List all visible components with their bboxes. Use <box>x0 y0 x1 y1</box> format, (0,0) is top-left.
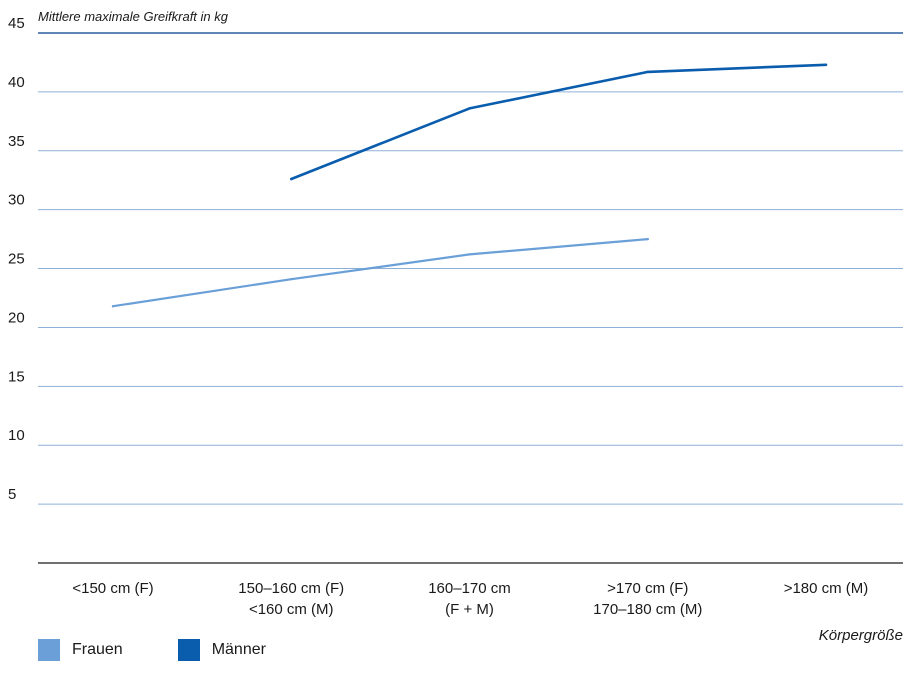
x-axis-title: Körpergröße <box>819 627 903 644</box>
y-tick-label: 5 <box>8 486 16 503</box>
x-tick-label: (F + M) <box>445 601 494 618</box>
legend-item-frauen: Frauen <box>38 639 123 661</box>
series-line-frauen <box>111 238 649 308</box>
legend-label-frauen: Frauen <box>72 641 123 658</box>
data-point <box>290 177 293 181</box>
y-tick-label: 25 <box>8 251 25 268</box>
x-tick-label: <150 cm (F) <box>72 580 153 597</box>
y-tick-label: 10 <box>8 427 25 444</box>
legend-item-maenner: Männer <box>177 639 266 661</box>
data-point <box>468 107 471 110</box>
y-tick-labels: 5 10 15 20 25 30 35 40 45 <box>8 15 25 503</box>
data-point <box>111 305 115 308</box>
x-tick-label: 170–180 cm (M) <box>593 601 702 618</box>
series-line-männer <box>289 63 828 181</box>
series-lines <box>111 63 828 308</box>
y-tick-label: 35 <box>8 133 25 150</box>
x-tick-label: 150–160 cm (F) <box>238 580 344 597</box>
legend-label-maenner: Männer <box>211 641 266 658</box>
data-point <box>824 63 828 66</box>
x-tick-labels: <150 cm (F) 150–160 cm (F) <160 cm (M) 160–… <box>72 580 868 618</box>
legend: Frauen Männer <box>38 639 321 661</box>
x-tick-label: 160–170 cm <box>428 580 511 597</box>
y-tick-label: 30 <box>8 192 25 209</box>
data-point <box>290 277 293 281</box>
y-axis-title: Mittlere maximale Greifkraft in kg <box>38 9 229 24</box>
y-tick-label: 40 <box>8 74 25 91</box>
data-point <box>468 253 471 256</box>
data-point <box>646 70 649 74</box>
y-tick-label: 45 <box>8 15 25 32</box>
y-tick-label: 20 <box>8 309 25 326</box>
x-tick-label: >170 cm (F) <box>607 580 688 597</box>
x-tick-label: <160 cm (M) <box>249 601 334 618</box>
legend-swatch-frauen <box>38 639 60 661</box>
legend-swatch-maenner <box>177 639 200 661</box>
x-tick-label: >180 cm (M) <box>784 580 869 597</box>
data-point <box>646 237 649 241</box>
gridlines <box>38 32 903 564</box>
y-tick-label: 15 <box>8 368 25 385</box>
